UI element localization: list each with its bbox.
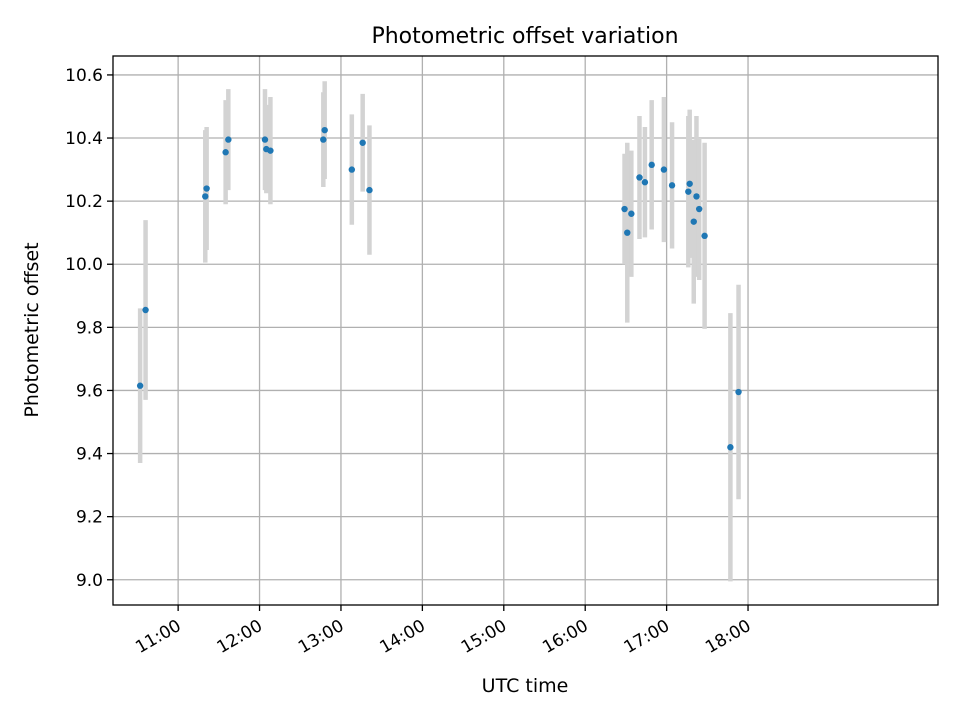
data-point [695, 205, 703, 213]
y-tick-label: 9.2 [76, 508, 103, 528]
plot-frame [112, 55, 939, 606]
chart-title: Photometric offset variation [371, 24, 678, 49]
x-axis-label: UTC time [482, 675, 569, 697]
data-point [366, 186, 373, 194]
data-point [261, 136, 269, 143]
data-point [621, 205, 628, 213]
y-tick-label: 9.4 [76, 445, 103, 465]
y-tick-label: 10.2 [65, 192, 103, 212]
data-point [202, 193, 209, 200]
data-point [348, 166, 356, 173]
data-point [668, 182, 676, 189]
data-point [727, 444, 734, 451]
y-tick-label: 10.0 [65, 255, 103, 275]
data-point [685, 188, 692, 195]
data-point [136, 382, 144, 389]
data-point [359, 139, 366, 146]
y-tick-label: 9.6 [76, 381, 103, 401]
y-tick-label: 10.4 [65, 129, 103, 149]
data-point [267, 147, 274, 154]
y-tick-label: 9.8 [76, 318, 103, 338]
data-point [693, 193, 700, 200]
data-point [735, 388, 742, 396]
y-axis-label: Photometric offset [21, 242, 43, 417]
data-point [624, 229, 631, 236]
data-point [628, 210, 635, 217]
data-point [660, 166, 668, 173]
data-point [203, 185, 210, 192]
y-tick-label: 9.0 [76, 571, 103, 591]
data-point [690, 218, 697, 225]
grid-lines [113, 56, 938, 605]
data-points [136, 126, 742, 451]
data-point [222, 149, 229, 156]
data-point [321, 126, 328, 134]
data-point [686, 180, 693, 187]
data-point [636, 174, 643, 181]
data-point [701, 232, 708, 240]
data-point [142, 306, 149, 314]
data-point [320, 136, 327, 143]
data-point [641, 179, 649, 186]
data-point [225, 136, 232, 143]
y-tick-label: 10.6 [65, 66, 103, 86]
data-point [648, 161, 655, 169]
